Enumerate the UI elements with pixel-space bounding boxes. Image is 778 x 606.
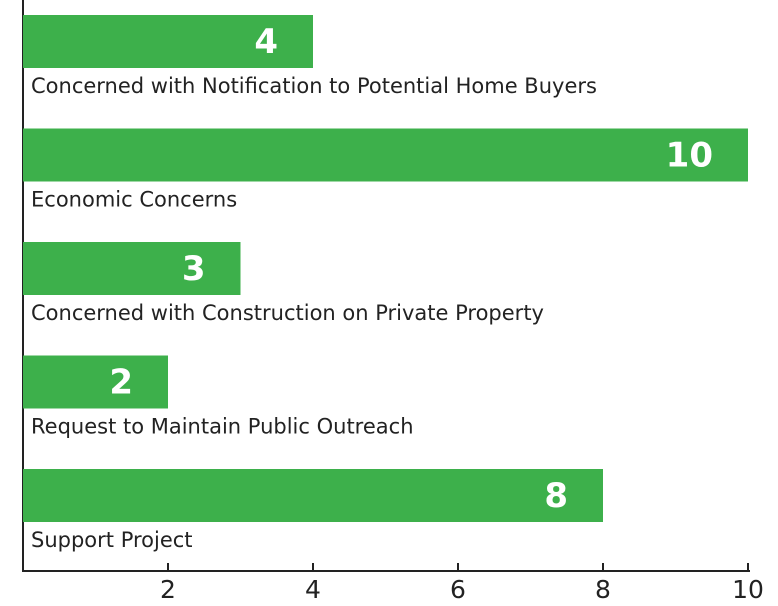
value-label: 2: [109, 363, 133, 403]
x-tick-label: 10: [732, 575, 764, 604]
bar: [23, 469, 603, 522]
category-label: Request to Maintain Public Outreach: [31, 415, 414, 439]
category-label: Economic Concerns: [31, 188, 237, 212]
bar: [23, 242, 241, 295]
x-tick-label: 8: [595, 575, 611, 604]
value-label: 4: [254, 22, 278, 62]
category-label: Concerned with Notification to Potential…: [31, 74, 597, 98]
x-tick-label: 6: [450, 575, 466, 604]
value-label: 8: [544, 476, 568, 516]
x-tick-label: 2: [160, 575, 176, 604]
bar: [23, 355, 168, 409]
value-label: 3: [182, 249, 206, 289]
category-label: Support Project: [31, 528, 193, 552]
x-tick-label: 4: [305, 575, 321, 604]
category-label: Concerned with Construction on Private P…: [31, 301, 544, 325]
value-label: 10: [666, 136, 713, 176]
bar: [23, 128, 748, 182]
bar: [23, 15, 313, 68]
